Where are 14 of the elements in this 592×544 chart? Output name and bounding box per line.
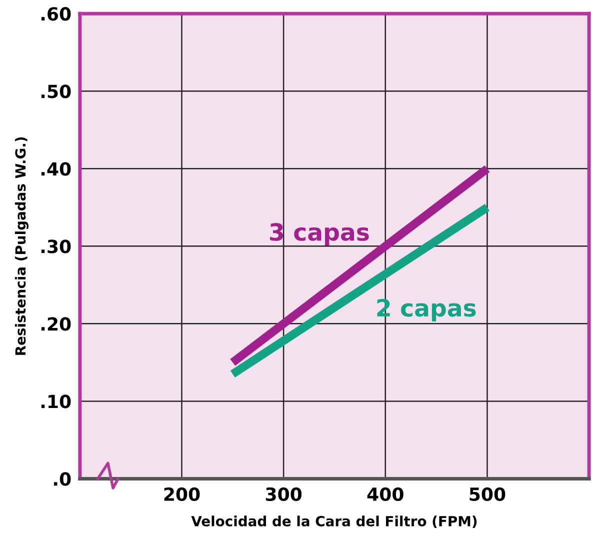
y-tick-label: .30 — [41, 240, 71, 254]
x-tick-label: 200 — [164, 487, 200, 502]
series-label: 3 capas — [270, 223, 369, 246]
y-axis-title: Resistencia (Pulgadas W.G.) — [14, 137, 28, 355]
y-tick-label: .60 — [41, 7, 71, 21]
x-tick-label: 300 — [266, 487, 302, 502]
x-tick-label: 400 — [367, 487, 404, 502]
y-tick-label: .10 — [41, 394, 71, 408]
y-tick-label: .20 — [41, 317, 71, 331]
y-tick-label: .0 — [54, 472, 71, 486]
y-tick-label: .50 — [41, 84, 71, 98]
x-axis-title: Velocidad de la Cara del Filtro (FPM) — [191, 516, 477, 528]
y-tick-label: .40 — [41, 162, 71, 176]
x-tick-label: 500 — [470, 487, 506, 502]
